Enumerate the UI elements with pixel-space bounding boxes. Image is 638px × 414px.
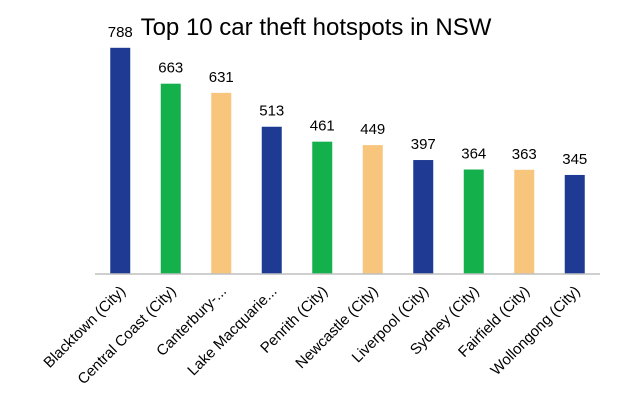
bar-1 [110, 47, 131, 274]
bars-layer [110, 47, 585, 275]
bar-7 [413, 160, 434, 274]
data-label-1: 788 [108, 24, 133, 41]
bar-8 [463, 169, 484, 274]
data-label-6: 449 [360, 121, 385, 138]
data-label-7: 397 [411, 136, 436, 153]
x-tick-label-4: Lake Macquarie... [184, 283, 280, 379]
data-label-9: 363 [512, 146, 537, 163]
bar-4 [261, 126, 282, 275]
bar-6 [362, 145, 383, 274]
data-labels-layer: 788 663 631 513 461 449 397 364 363 345 [108, 24, 588, 168]
x-tick-label-10: Wollongong (City) [487, 283, 583, 379]
data-label-10: 345 [562, 151, 587, 168]
bar-10 [564, 174, 585, 274]
data-label-2: 663 [158, 60, 183, 77]
data-label-5: 461 [310, 118, 335, 135]
bar-9 [514, 169, 535, 274]
chart-title: Top 10 car theft hotspots in NSW [141, 14, 492, 41]
x-tick-labels-layer: Blacktown (City)Central Coast (City)Cant… [40, 283, 583, 388]
x-tick-label-2: Central Coast (City) [74, 283, 179, 388]
bar-3 [211, 92, 232, 275]
data-label-8: 364 [461, 146, 486, 163]
bar-2 [160, 83, 181, 275]
bar-5 [312, 141, 333, 274]
data-label-4: 513 [259, 103, 284, 120]
data-label-3: 631 [209, 69, 234, 86]
